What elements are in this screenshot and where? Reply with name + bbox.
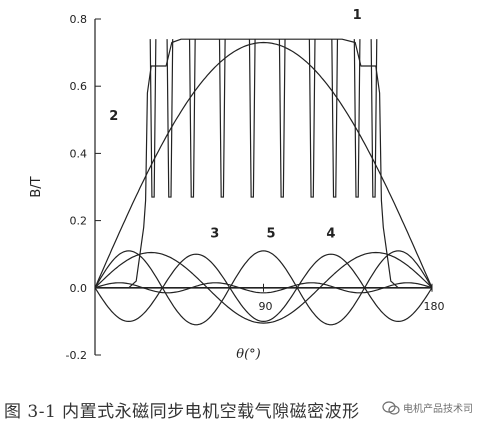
series-1-slot-notch xyxy=(149,39,157,198)
series-1-slot-notch xyxy=(166,39,174,198)
series-label: 4 xyxy=(326,226,335,241)
series-1-slot-notch xyxy=(218,39,226,198)
y-tick-label: 0.2 xyxy=(70,215,88,228)
y-tick-label: -0.2 xyxy=(66,349,87,362)
series-label: 5 xyxy=(266,226,275,241)
y-tick-label: 0.4 xyxy=(70,147,88,160)
series-1-slot-notch xyxy=(308,39,316,198)
y-tick-label: 0.8 xyxy=(70,13,88,26)
series-1-slot-notch xyxy=(188,39,196,198)
series-1-slot-notch xyxy=(353,39,361,198)
series-1-slot-notch xyxy=(370,39,378,198)
series-1-slot-notch xyxy=(248,39,256,198)
series-4-line xyxy=(94,250,433,326)
series-5-line xyxy=(94,253,433,322)
wechat-icon xyxy=(382,400,400,415)
series-1-slot-notch xyxy=(278,39,286,198)
y-axis-label: B/T xyxy=(29,176,44,197)
x-tick-label: 180 xyxy=(424,300,445,313)
series-harmonic-7-line xyxy=(94,282,433,294)
x-tick-label: 90 xyxy=(259,300,273,313)
series-label: 1 xyxy=(353,8,362,23)
y-tick-label: 0.6 xyxy=(70,80,88,93)
y-tick-label: 0.0 xyxy=(70,282,88,295)
x-axis-label: θ(°) xyxy=(236,347,260,362)
series-1-line xyxy=(95,38,432,289)
series-label: 3 xyxy=(210,226,219,241)
watermark-text: 电机产品技术司 xyxy=(403,404,473,415)
figure-caption: 图 3-1 内置式永磁同步电机空载气隙磁密波形 xyxy=(4,397,360,422)
series-3-line xyxy=(94,251,433,324)
watermark: 电机产品技术司 xyxy=(382,400,473,415)
caption-text: 图 3-1 内置式永磁同步电机空载气隙磁密波形 xyxy=(4,402,360,422)
series-label: 2 xyxy=(109,109,118,124)
series-1-slot-notch xyxy=(331,39,339,198)
